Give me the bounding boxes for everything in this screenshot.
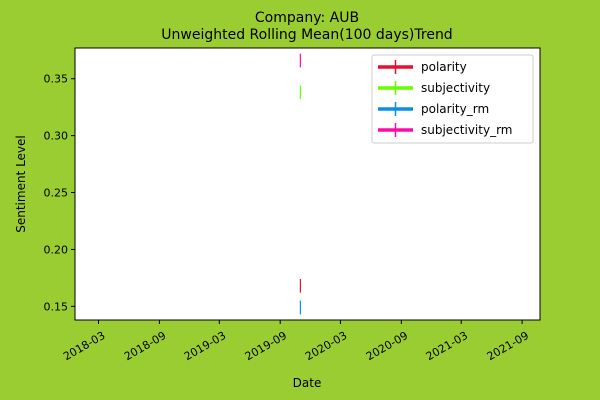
x-axis: 2018-03 2018-09 2019-03 2019-09 2020-03 2020-… <box>61 320 531 363</box>
y-tick-label: 0.25 <box>44 187 69 200</box>
legend-label-polarity_rm: polarity_rm <box>421 102 489 116</box>
y-tick-label: 0.30 <box>44 130 69 143</box>
legend: polarity subjectivity polarity_rm subjectiv… <box>371 54 534 144</box>
x-tick-label: 2018-09 <box>122 329 168 363</box>
legend-label-polarity: polarity <box>421 60 467 74</box>
x-tick-label: 2021-09 <box>485 329 531 363</box>
y-tick-label: 0.15 <box>44 300 69 313</box>
y-axis: 0.15 0.20 0.25 0.30 0.35 <box>44 73 75 313</box>
x-tick-label: 2019-03 <box>182 329 228 363</box>
x-tick-label: 2019-09 <box>243 329 289 363</box>
x-tick-label: 2018-03 <box>61 329 107 363</box>
chart-title: Company: AUB <box>255 10 359 26</box>
x-tick-label: 2021-03 <box>424 329 470 363</box>
y-axis-label: Sentiment Level <box>14 135 28 233</box>
y-tick-label: 0.35 <box>44 73 69 86</box>
chart-subtitle: Unweighted Rolling Mean(100 days)Trend <box>161 27 452 43</box>
x-tick-label: 2020-09 <box>364 329 410 363</box>
x-tick-label: 2020-03 <box>303 329 349 363</box>
legend-frame <box>371 54 534 144</box>
y-tick-label: 0.20 <box>44 243 69 256</box>
legend-label-subjectivity: subjectivity <box>421 81 490 95</box>
legend-label-subjectivity_rm: subjectivity_rm <box>421 123 512 137</box>
x-axis-label: Date <box>293 376 322 390</box>
